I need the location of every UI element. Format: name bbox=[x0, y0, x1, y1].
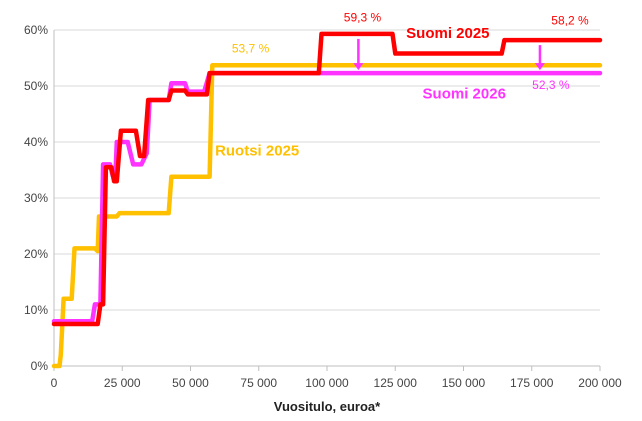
arrow-1 bbox=[353, 38, 364, 71]
x-tick-label: 25 000 bbox=[104, 376, 141, 390]
y-tick-label: 30% bbox=[24, 191, 48, 205]
arrow-2 bbox=[534, 45, 545, 71]
x-axis-ticks: 0 25 000 50 000 75 000 100 000 125 000 150 000… bbox=[51, 366, 622, 390]
y-axis-ticks: 0% 10% 20% 30% 40% 50% 60% bbox=[24, 23, 48, 373]
arrow-head bbox=[534, 63, 545, 71]
series-lines bbox=[51, 31, 603, 369]
x-tick-label: 150 000 bbox=[442, 376, 486, 390]
x-tick-label: 50 000 bbox=[172, 376, 209, 390]
y-tick-label: 40% bbox=[24, 135, 48, 149]
y-tick-label: 60% bbox=[24, 23, 48, 37]
y-tick-label: 50% bbox=[24, 79, 48, 93]
series-label-ruotsi-2025: Ruotsi 2025 bbox=[215, 142, 299, 159]
series-line-suomi-2025 bbox=[51, 31, 603, 327]
series-label-suomi-2025: Suomi 2025 bbox=[406, 25, 489, 42]
value-annotation: 52,3 % bbox=[532, 78, 570, 92]
y-tick-label: 10% bbox=[24, 303, 48, 317]
series-label-suomi-2026: Suomi 2026 bbox=[423, 85, 506, 102]
x-tick-label: 175 000 bbox=[510, 376, 554, 390]
series-line-ruotsi-2025 bbox=[51, 63, 603, 369]
x-tick-label: 100 000 bbox=[305, 376, 349, 390]
value-annotation: 58,2 % bbox=[551, 13, 589, 27]
arrow-head bbox=[353, 63, 364, 71]
arrows bbox=[353, 38, 545, 71]
value-annotation: 53,7 % bbox=[232, 41, 270, 55]
y-tick-label: 20% bbox=[24, 247, 48, 261]
y-tick-label: 0% bbox=[31, 359, 49, 373]
series-line-suomi-2026 bbox=[51, 70, 603, 324]
x-tick-label: 75 000 bbox=[240, 376, 277, 390]
x-tick-label: 125 000 bbox=[374, 376, 418, 390]
x-axis-label: Vuositulo, euroa* bbox=[274, 399, 381, 414]
labels: 59,3 % 58,2 % 53,7 % 52,3 % Suomi 2025 Suomi … bbox=[215, 11, 589, 160]
value-annotation: 59,3 % bbox=[344, 11, 382, 25]
x-tick-label: 200 000 bbox=[578, 376, 622, 390]
x-tick-label: 0 bbox=[51, 376, 58, 390]
